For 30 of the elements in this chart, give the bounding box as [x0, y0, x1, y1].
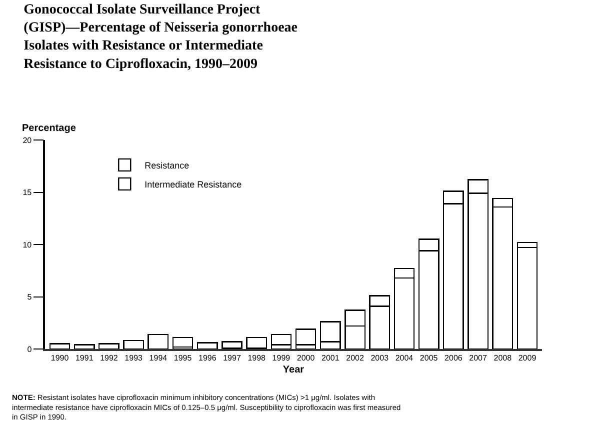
x-tick-label: 2006 — [444, 354, 463, 363]
x-tick-label: 2009 — [518, 354, 537, 363]
x-tick-label: 1990 — [50, 354, 70, 363]
y-tick-label: 0 — [27, 344, 32, 354]
x-tick-label: 1993 — [124, 354, 144, 363]
x-tick-label: 1998 — [248, 354, 266, 363]
x-tick-label: 1994 — [149, 354, 168, 363]
x-tick-label: 1996 — [198, 354, 217, 363]
y-tick-label: 15 — [22, 188, 32, 198]
x-tick-label: 2002 — [346, 354, 364, 363]
y-tick-label: 5 — [27, 292, 32, 302]
x-tick-label: 2007 — [469, 354, 488, 363]
x-tick-label: 1991 — [75, 354, 94, 363]
x-tick-label: 1997 — [223, 354, 242, 363]
x-tick-label: 2003 — [370, 354, 390, 363]
x-tick-label: 2008 — [494, 354, 512, 363]
x-axis-title: Year — [282, 364, 304, 376]
legend-label: Intermediate Resistance — [144, 179, 242, 190]
x-tick-label: 1999 — [272, 354, 291, 363]
chart-title: Gonococcal Isolate Surveillance Project (GISP)—Percentage of Neisseria gonorrhoeae Isolates with Resistance or Intermediate Resistance to Ciprofloxacin, 1990–2009 — [24, 2, 298, 72]
y-axis-title: Percentage — [22, 123, 76, 134]
x-tick-label: 1992 — [100, 354, 118, 363]
y-tick-label: 10 — [22, 240, 32, 250]
x-tick-label: 1995 — [174, 354, 192, 363]
x-tick-label: 2001 — [322, 354, 340, 363]
legend-label: Resistance — [144, 160, 190, 170]
x-tick-label: 2005 — [420, 354, 438, 363]
y-tick-label: 20 — [22, 136, 32, 145]
x-tick-label: 2000 — [296, 354, 316, 363]
x-tick-label: 2004 — [395, 354, 414, 363]
